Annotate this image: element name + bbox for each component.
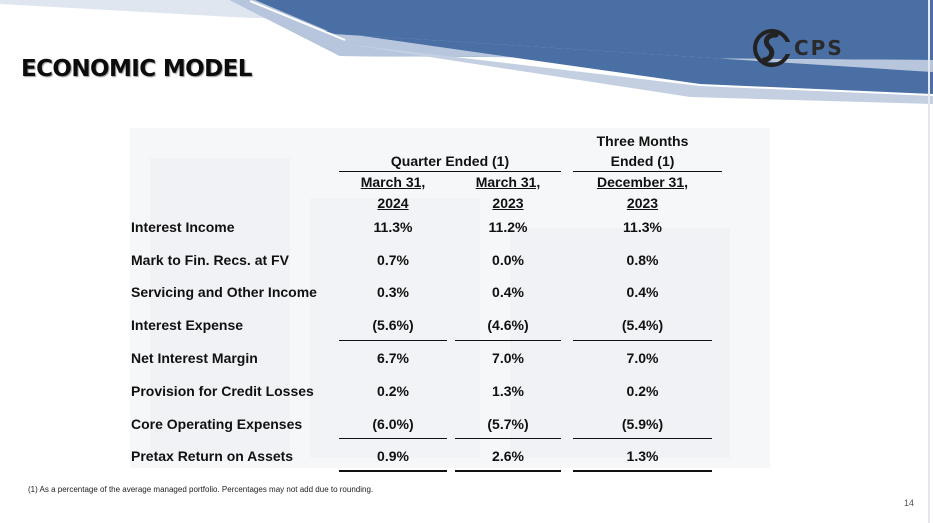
row-label-mark-to-fin-recs: Mark to Fin. Recs. at FV xyxy=(131,252,289,268)
subtotal-rule xyxy=(573,340,712,341)
table-cell: (4.6%) xyxy=(487,317,529,333)
total-rule xyxy=(573,470,712,472)
logo-mark-icon xyxy=(753,29,792,67)
table-cell: (5.9%) xyxy=(621,416,664,432)
subtotal-rule xyxy=(455,340,561,341)
table-cell: 2.6% xyxy=(492,448,524,464)
table-cell: 11.3% xyxy=(623,219,662,235)
row-label-servicing-income: Servicing and Other Income xyxy=(131,284,317,300)
watermark-graphic xyxy=(130,128,770,468)
row-label-interest-expense: Interest Expense xyxy=(131,317,244,333)
column-date-mar-2024: March 31, xyxy=(360,174,426,190)
three-months-header-line2: Ended (1) xyxy=(610,153,675,169)
column-year-2023: 2023 xyxy=(492,195,524,211)
table-cell: 7.0% xyxy=(492,350,524,366)
subtotal-rule xyxy=(573,438,712,439)
subtotal-rule xyxy=(455,438,561,439)
subtotal-rule xyxy=(339,340,447,341)
company-logo: CPS xyxy=(752,26,844,70)
table-cell: (6.0%) xyxy=(372,416,414,432)
table-cell: 1.3% xyxy=(492,383,524,399)
column-year-dec-2023: 2023 xyxy=(626,195,659,211)
group-header-rule xyxy=(339,171,561,172)
three-months-header-line1: Three Months xyxy=(596,133,689,149)
column-date-mar-2023: March 31, xyxy=(475,174,541,190)
header-banner xyxy=(0,0,933,104)
table-cell: 11.3% xyxy=(373,219,413,235)
table-cell: 0.4% xyxy=(492,284,524,300)
quarter-ended-header: Quarter Ended (1) xyxy=(390,153,510,169)
row-label-net-interest-margin: Net Interest Margin xyxy=(131,350,258,366)
table-cell: (5.7%) xyxy=(487,416,529,432)
table-cell: 0.2% xyxy=(377,383,409,399)
table-cell: 0.3% xyxy=(377,284,409,300)
table-cell: 0.9% xyxy=(377,448,409,464)
page-number: 14 xyxy=(904,498,915,508)
slide-edge xyxy=(928,0,930,523)
row-label-pretax-return: Pretax Return on Assets xyxy=(131,448,294,464)
column-year-2024: 2024 xyxy=(377,195,409,211)
table-cell: 1.3% xyxy=(626,448,659,464)
table-cell: 0.2% xyxy=(626,383,659,399)
table-cell: 0.7% xyxy=(377,252,409,268)
subtotal-rule xyxy=(339,438,447,439)
table-cell: 0.4% xyxy=(626,284,659,300)
table-cell: 7.0% xyxy=(626,350,659,366)
row-label-interest-income: Interest Income xyxy=(131,219,235,235)
total-rule xyxy=(455,470,561,472)
row-label-core-operating-expenses: Core Operating Expenses xyxy=(131,416,303,432)
column-date-dec-2023: December 31, xyxy=(596,174,689,190)
table-cell: 0.0% xyxy=(492,252,524,268)
slide-title: ECONOMIC MODEL xyxy=(21,56,252,82)
table-cell: 0.8% xyxy=(626,252,659,268)
logo-text: CPS xyxy=(794,36,844,60)
table-cell: 11.2% xyxy=(488,219,528,235)
three-months-header-rule xyxy=(573,171,722,172)
table-cell: (5.4%) xyxy=(621,317,664,333)
table-cell: (5.6%) xyxy=(372,317,414,333)
table-cell: 6.7% xyxy=(377,350,409,366)
total-rule xyxy=(339,470,447,472)
row-label-provision-credit-losses: Provision for Credit Losses xyxy=(131,383,314,399)
footnote: (1) As a percentage of the average manag… xyxy=(28,485,374,494)
